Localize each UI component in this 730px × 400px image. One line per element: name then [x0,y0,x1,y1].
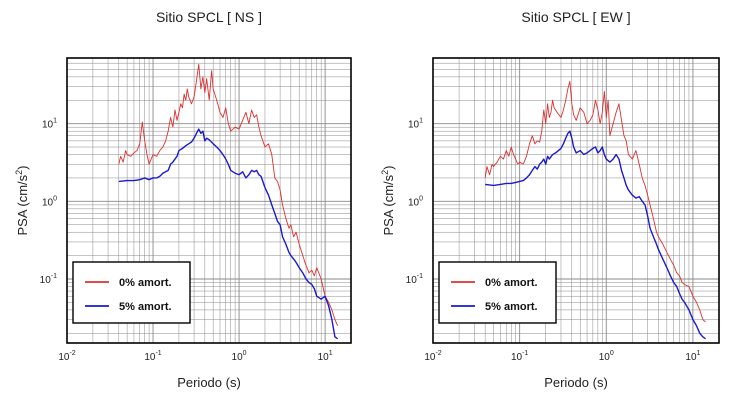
x-tick-label: 10-1 [144,350,161,363]
x-tick-label: 10-2 [58,350,75,363]
legend-entry: 5% amort. [485,301,538,313]
y-tick-label: 10-1 [406,273,423,286]
series-line-undamped [118,63,339,326]
legend-box [72,261,191,324]
y-tick-label: 100 [42,195,57,208]
chart-panel-0: Sitio SPCL [ NS ] 10-2 10-1 100 101 10-1 100 10… [14,9,352,390]
y-axis-label: PSA (cm/s2) [14,165,30,235]
x-tick-label: 10-1 [511,350,528,363]
legend-entry: 5% amort. [119,301,172,313]
series-line-damped [485,130,706,340]
y-tick-label: 100 [408,195,423,208]
chart-title: Sitio SPCL [ NS ] [156,9,262,25]
x-tick-label: 101 [318,350,333,363]
y-tick-label: 101 [408,118,423,131]
x-tick-label: 100 [232,350,247,363]
grid [432,57,720,343]
series-line-damped [118,128,339,340]
legend-entry: 0% amort. [485,277,538,289]
legend: 0% amort. 5% amort. [438,261,557,324]
grid [66,57,352,343]
plot-frame [432,57,720,344]
series-line-undamped [484,80,706,323]
x-axis-label: Periodo (s) [544,375,608,390]
y-tick-label: 10-1 [40,273,57,286]
legend-entry: 0% amort. [119,277,172,289]
y-axis-label: PSA (cm/s2) [380,165,396,235]
x-tick-label: 10-2 [424,350,441,363]
y-tick-label: 101 [42,118,57,131]
x-axis-label: Periodo (s) [177,375,241,390]
legend-box [438,261,557,324]
legend: 0% amort. 5% amort. [72,261,191,324]
chart-title: Sitio SPCL [ EW ] [521,9,630,25]
x-tick-label: 100 [599,350,614,363]
plot-frame [66,57,352,344]
x-tick-label: 101 [685,350,700,363]
chart-panel-1: Sitio SPCL [ EW ] 10-2 10-1 100 101 10-1 100 10… [380,9,720,390]
